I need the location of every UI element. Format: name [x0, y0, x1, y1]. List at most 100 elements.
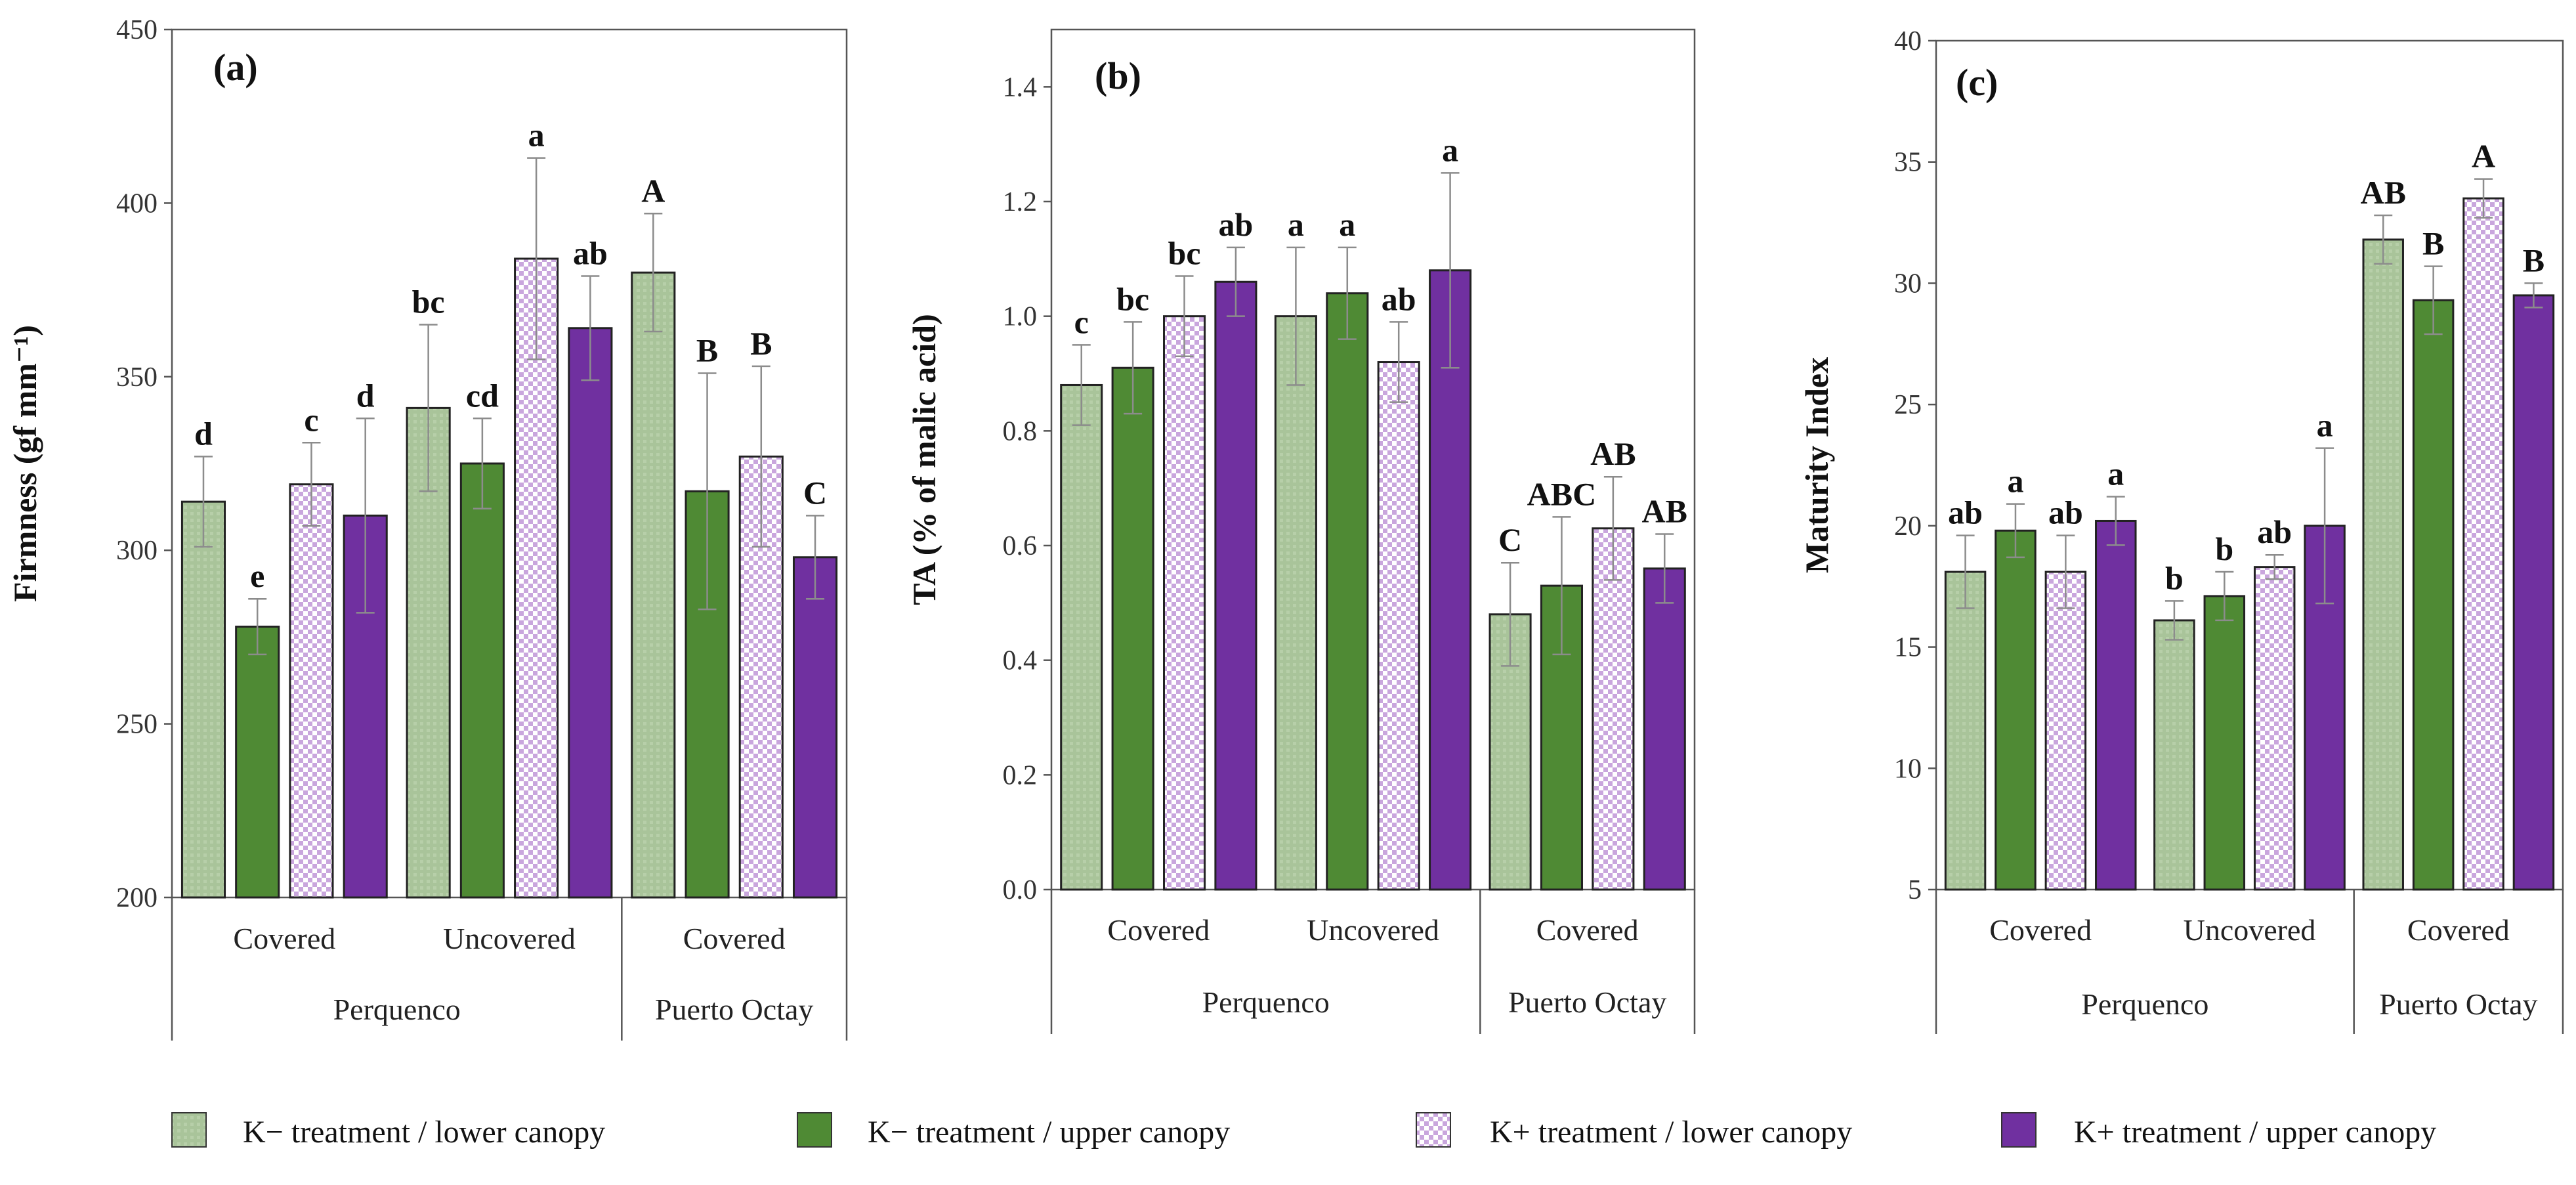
y-tick-label: 10	[1894, 754, 1922, 784]
bar-series2-cat0	[2044, 571, 2087, 891]
bar-series2-cat1	[2253, 566, 2296, 891]
category-label: Uncovered	[1307, 913, 1439, 947]
y-tick-label: 0.6	[1003, 531, 1038, 561]
y-tick-label: 1.0	[1003, 302, 1038, 332]
bar-series2-cat2	[1592, 527, 1635, 891]
y-tick-label: 0.0	[1003, 875, 1038, 905]
y-tick-label: 5	[1908, 875, 1922, 905]
bar-series3-cat2	[792, 556, 838, 899]
bar-series3-cat1	[568, 327, 613, 899]
significance-letter: B	[2523, 242, 2544, 278]
significance-letter: d	[356, 377, 375, 414]
significance-letter: ab	[1948, 494, 1983, 531]
bar-series3-cat2	[1643, 567, 1686, 891]
panel-label: (c)	[1956, 61, 1998, 104]
y-tick-label: 400	[116, 188, 158, 219]
y-tick-label: 1.2	[1003, 187, 1038, 217]
significance-letter: d	[194, 415, 213, 452]
bar-series1-cat0	[235, 626, 280, 899]
significance-letter: AB	[1642, 493, 1687, 530]
y-tick-label: 0.2	[1003, 760, 1038, 790]
significance-letter: B	[696, 332, 718, 369]
y-tick-label: 40	[1894, 26, 1922, 56]
category-label: Covered	[233, 922, 335, 955]
bar-series0-cat1	[2153, 619, 2195, 891]
legend-label: K− treatment / upper canopy	[868, 1115, 1230, 1150]
bar-series2-cat0	[289, 483, 334, 899]
y-tick-label: 350	[116, 362, 158, 393]
y-tick-label: 1.4	[1003, 72, 1038, 102]
significance-letter: B	[2422, 225, 2444, 262]
y-tick-label: 450	[116, 15, 158, 45]
bar-series1-cat2	[2412, 299, 2455, 891]
y-axis-label: Maturity Index	[1798, 357, 1835, 573]
y-axis-label: Firmness (gf mm⁻¹)	[7, 325, 43, 602]
group-label: Puerto Octay	[1508, 985, 1666, 1019]
legend-swatch-square-purple-dark	[2001, 1112, 2037, 1148]
y-tick-label: 20	[1894, 511, 1922, 542]
plot-frame	[1935, 39, 2564, 891]
significance-letter: ab	[573, 234, 608, 271]
category-label: Covered	[1989, 913, 2092, 947]
plot-frame	[1050, 28, 1696, 891]
significance-letter: C	[1498, 521, 1522, 558]
bar-series3-cat1	[1429, 269, 1472, 891]
bar-series1-cat1	[1326, 292, 1369, 891]
significance-letter: a	[528, 117, 545, 154]
significance-letter: a	[1288, 206, 1304, 243]
legend-swatch-square-green-dark	[797, 1112, 832, 1148]
group-label: Perquenco	[333, 993, 461, 1026]
bar-series3-cat0	[1214, 280, 1257, 891]
significance-letter: bc	[1168, 235, 1201, 272]
significance-letter: a	[2007, 463, 2023, 500]
bar-series1-cat1	[459, 462, 505, 899]
significance-letter: B	[750, 325, 772, 362]
bar-series1-cat1	[2203, 595, 2246, 891]
bar-series0-cat0	[1060, 383, 1103, 891]
category-label: Covered	[1107, 913, 1210, 947]
y-tick-label: 30	[1894, 269, 1922, 299]
group-label: Perquenco	[1202, 985, 1330, 1019]
group-label: Perquenco	[2081, 987, 2208, 1021]
bar-series0-cat0	[1944, 571, 1987, 891]
y-tick-label: 0.8	[1003, 416, 1038, 446]
bar-series0-cat2	[631, 271, 676, 899]
legend-label: K− treatment / lower canopy	[243, 1115, 605, 1150]
significance-letter: cd	[466, 377, 499, 414]
bar-series3-cat0	[2095, 519, 2137, 891]
y-tick-label: 25	[1894, 390, 1922, 420]
significance-letter: c	[304, 401, 318, 438]
significance-letter: b	[2215, 530, 2233, 567]
significance-letter: ab	[2257, 513, 2292, 550]
bar-series3-cat2	[2512, 294, 2555, 891]
significance-letter: ABC	[1527, 475, 1597, 512]
significance-letter: a	[2317, 407, 2333, 444]
bar-series2-cat0	[1163, 315, 1206, 891]
significance-letter: a	[1442, 131, 1458, 168]
significance-letter: A	[641, 172, 665, 209]
plot-frame	[171, 28, 848, 899]
y-tick-label: 0.4	[1003, 646, 1038, 676]
bar-series2-cat2	[2462, 197, 2504, 891]
y-tick-label: 15	[1894, 633, 1922, 663]
significance-letter: C	[803, 474, 827, 511]
category-label: Uncovered	[2184, 913, 2316, 947]
panel-a: 200 250 300 350 400 450 Firmness (gf mm⁻¹) (a) d…	[7, 15, 848, 1041]
legend-swatch-square-green-light	[171, 1112, 207, 1148]
y-tick-label: 200	[116, 883, 158, 913]
significance-letter: ab	[1219, 206, 1254, 243]
bar-series0-cat2	[2362, 238, 2404, 891]
significance-letter: ab	[2048, 494, 2083, 531]
category-label: Covered	[1536, 913, 1639, 947]
panel-label: (b)	[1095, 54, 1141, 97]
bar-series2-cat1	[1377, 361, 1420, 891]
legend-swatch-square-purple-checker	[1416, 1112, 1451, 1148]
group-label: Puerto Octay	[2379, 987, 2537, 1021]
y-tick-label: 250	[116, 710, 158, 740]
category-label: Covered	[2407, 913, 2510, 947]
legend-label: K+ treatment / upper canopy	[2074, 1115, 2436, 1150]
panel-b: 0.0 0.2 0.4 0.6 0.8 1.0 1.2 1.4 TA (% of malic a…	[906, 28, 1696, 1034]
significance-letter: AB	[2360, 174, 2405, 211]
